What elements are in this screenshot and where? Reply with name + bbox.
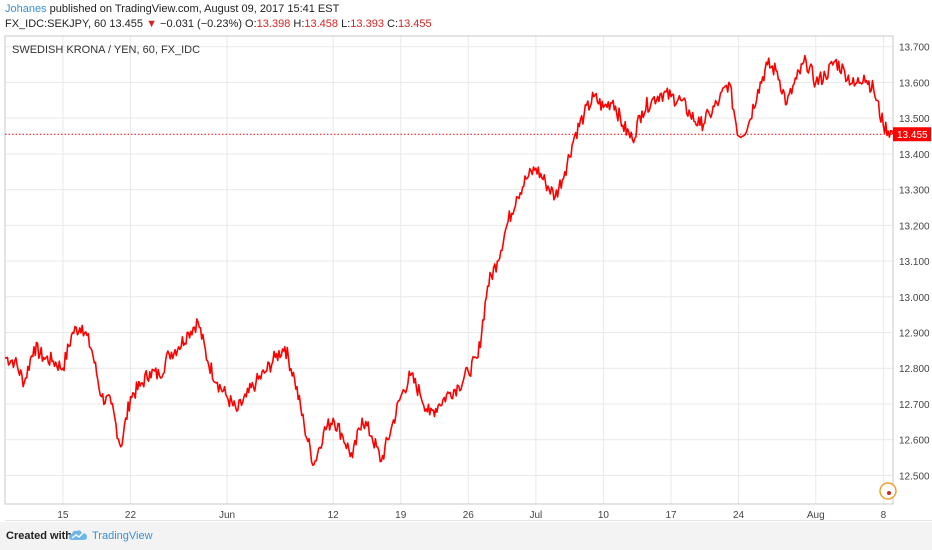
x-tick-label: 10 — [598, 510, 610, 521]
y-tick-label: 13.500 — [899, 114, 930, 125]
x-tick-label: 24 — [733, 510, 745, 521]
x-tick-label: 19 — [395, 510, 407, 521]
close-value: 13.455 — [398, 18, 432, 30]
y-tick-label: 12.900 — [899, 329, 930, 340]
low-value: 13.393 — [350, 18, 384, 30]
y-tick-label: 13.700 — [899, 43, 930, 54]
y-tick-label: 13.400 — [899, 150, 930, 161]
x-tick-label: Aug — [807, 510, 825, 521]
go-to-realtime-icon[interactable] — [879, 482, 897, 500]
symbol-label: FX_IDC:SEKJPY, 60 — [5, 18, 107, 30]
created-with-label: Created with — [6, 530, 73, 542]
x-tick-label: 15 — [57, 510, 69, 521]
low-label: L: — [341, 18, 351, 30]
chart-title: SWEDISH KRONA / YEN, 60, FX_IDC — [12, 44, 200, 56]
y-tick-label: 13.100 — [899, 257, 930, 268]
x-tick-label: 26 — [463, 510, 475, 521]
open-value: 13.398 — [256, 18, 291, 30]
publish-line: Johanes published on TradingView.com, Au… — [5, 3, 339, 15]
price-change: −0.031 (−0.23%) — [160, 18, 242, 30]
y-tick-label: 13.000 — [899, 293, 930, 304]
publish-info: published on TradingView.com, August 09,… — [49, 3, 340, 15]
grid-lines — [5, 36, 893, 504]
symbol-line: FX_IDC:SEKJPY, 60 13.455 ▼ −0.031 (−0.23… — [5, 18, 432, 30]
y-tick-label: 12.700 — [899, 400, 930, 411]
x-tick-label: 8 — [881, 510, 887, 521]
y-axis: 12.500 12.600 12.700 12.800 12.900 13.000 13.1… — [899, 43, 930, 483]
y-tick-label: 12.500 — [899, 471, 930, 482]
y-tick-label: 13.300 — [899, 186, 930, 197]
high-label: H: — [293, 18, 305, 30]
x-tick-label: Jun — [219, 510, 235, 521]
author-link[interactable]: Johanes — [5, 3, 47, 15]
down-arrow-icon: ▼ — [146, 18, 157, 30]
y-tick-label: 12.800 — [899, 364, 930, 375]
x-tick-label: 12 — [328, 510, 340, 521]
last-price-line: 13.455 — [5, 127, 931, 142]
close-label: C: — [387, 18, 399, 30]
chart-header: Johanes published on TradingView.com, Au… — [0, 0, 932, 34]
y-tick-label: 13.600 — [899, 78, 930, 89]
tradingview-brand[interactable]: TradingView — [92, 530, 153, 542]
tradingview-cloud-icon[interactable] — [68, 529, 88, 543]
plot-border — [4, 35, 894, 505]
x-tick-label: Jul — [529, 510, 542, 521]
last-price: 13.455 — [109, 18, 144, 30]
price-chart[interactable]: SWEDISH KRONA / YEN, 60, FX_IDC 12.50012… — [0, 35, 932, 522]
y-tick-label: 13.200 — [899, 221, 930, 232]
high-value: 13.458 — [304, 18, 339, 30]
x-tick-label: 22 — [125, 510, 137, 521]
footer: Created with TradingView — [0, 522, 932, 550]
chart-area[interactable]: SWEDISH KRONA / YEN, 60, FX_IDC 12.500 12… — [0, 35, 932, 522]
last-price-marker — [893, 127, 931, 142]
x-tick-label: 17 — [665, 510, 677, 521]
x-axis: 15 22 Jun 12 19 26 Jul 10 17 24 Aug 8 — [57, 510, 886, 521]
last-price-label: 13.455 — [897, 130, 928, 141]
open-label: O: — [245, 18, 257, 30]
y-tick-label: 12.600 — [899, 436, 930, 447]
